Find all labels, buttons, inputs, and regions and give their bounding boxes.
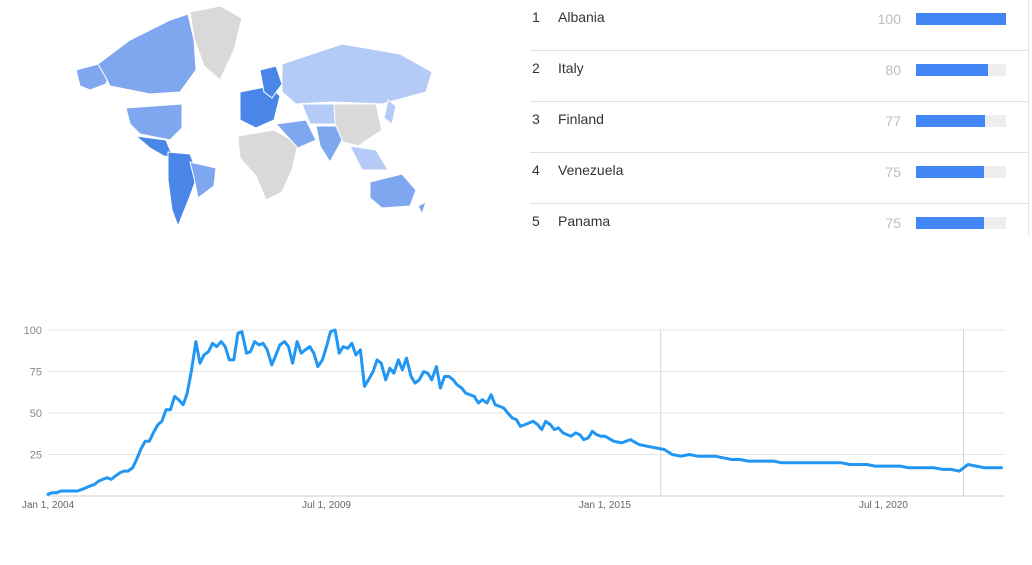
map-region-australia[interactable] bbox=[369, 173, 417, 209]
ranking-row[interactable]: 2 Italy 80 bbox=[530, 51, 1028, 102]
map-region-greenland[interactable] bbox=[189, 5, 243, 81]
y-tick-label: 100 bbox=[24, 325, 42, 337]
ranking-bar-track bbox=[916, 217, 1006, 229]
ranking-row[interactable]: 1 Albania 100 bbox=[530, 0, 1028, 51]
map-region-scandinavia[interactable] bbox=[259, 65, 283, 99]
y-tick-label: 75 bbox=[30, 367, 42, 379]
map-region-japan[interactable] bbox=[383, 99, 397, 125]
ranking-value: 75 bbox=[885, 164, 901, 180]
ranking-row[interactable]: 3 Finland 77 bbox=[530, 102, 1028, 153]
x-tick-label: Jul 1, 2020 bbox=[859, 500, 908, 511]
x-tick-label: Jan 1, 2004 bbox=[22, 500, 75, 511]
ranking-bar-fill bbox=[916, 13, 1006, 25]
ranking-number: 5 bbox=[532, 213, 540, 229]
ranking-bar-track bbox=[916, 166, 1006, 178]
map-region-new-zealand[interactable] bbox=[417, 201, 427, 216]
ranking-value: 100 bbox=[877, 11, 901, 27]
map-region-india[interactable] bbox=[315, 125, 343, 163]
ranking-country-name: Albania bbox=[558, 9, 605, 25]
ranking-country-name: Panama bbox=[558, 213, 611, 229]
world-map[interactable] bbox=[70, 0, 440, 235]
ranking-country-name: Venezuela bbox=[558, 162, 624, 178]
map-region-southeast-asia[interactable] bbox=[349, 145, 389, 171]
ranking-number: 2 bbox=[532, 60, 540, 76]
ranking-value: 80 bbox=[885, 62, 901, 78]
x-tick-label: Jul 1, 2009 bbox=[302, 500, 351, 511]
region-ranking-list: 1 Albania 100 2 Italy 80 3 Finland 77 4 Venezuela 7… bbox=[530, 0, 1028, 254]
x-tick-label: Jan 1, 2015 bbox=[579, 500, 632, 511]
ranking-bar-fill bbox=[916, 217, 984, 229]
ranking-bar-track bbox=[916, 64, 1006, 76]
map-region-usa[interactable] bbox=[125, 103, 183, 141]
ranking-row[interactable]: 5 Panama 75 bbox=[530, 204, 1028, 254]
series-line bbox=[46, 328, 1003, 496]
ranking-number: 3 bbox=[532, 111, 540, 127]
y-tick-label: 50 bbox=[30, 408, 42, 420]
ranking-country-name: Italy bbox=[558, 60, 584, 76]
ranking-row[interactable]: 4 Venezuela 75 bbox=[530, 153, 1028, 204]
map-region-russia[interactable] bbox=[281, 43, 433, 105]
ranking-country-name: Finland bbox=[558, 111, 604, 127]
ranking-number: 4 bbox=[532, 162, 540, 178]
map-region-africa[interactable] bbox=[237, 129, 299, 201]
ranking-bar-fill bbox=[916, 166, 984, 178]
ranking-bar-track bbox=[916, 13, 1006, 25]
ranking-value: 77 bbox=[885, 113, 901, 129]
ranking-number: 1 bbox=[532, 9, 540, 25]
map-region-brazil[interactable] bbox=[189, 161, 217, 199]
map-region-canada[interactable] bbox=[97, 13, 197, 95]
ranking-value: 75 bbox=[885, 215, 901, 231]
map-region-south-america[interactable] bbox=[167, 151, 199, 228]
divider bbox=[1028, 0, 1029, 236]
interest-over-time-chart: 25 50 75 100 Jan 1, 2004 Jul 1, 2009 Jan 1, 20… bbox=[22, 325, 1005, 511]
ranking-bar-track bbox=[916, 115, 1006, 127]
y-tick-label: 25 bbox=[30, 450, 42, 462]
ranking-bar-fill bbox=[916, 64, 988, 76]
map-region-central-asia[interactable] bbox=[301, 103, 337, 125]
map-region-middle-east[interactable] bbox=[274, 119, 317, 149]
ranking-bar-fill bbox=[916, 115, 986, 127]
